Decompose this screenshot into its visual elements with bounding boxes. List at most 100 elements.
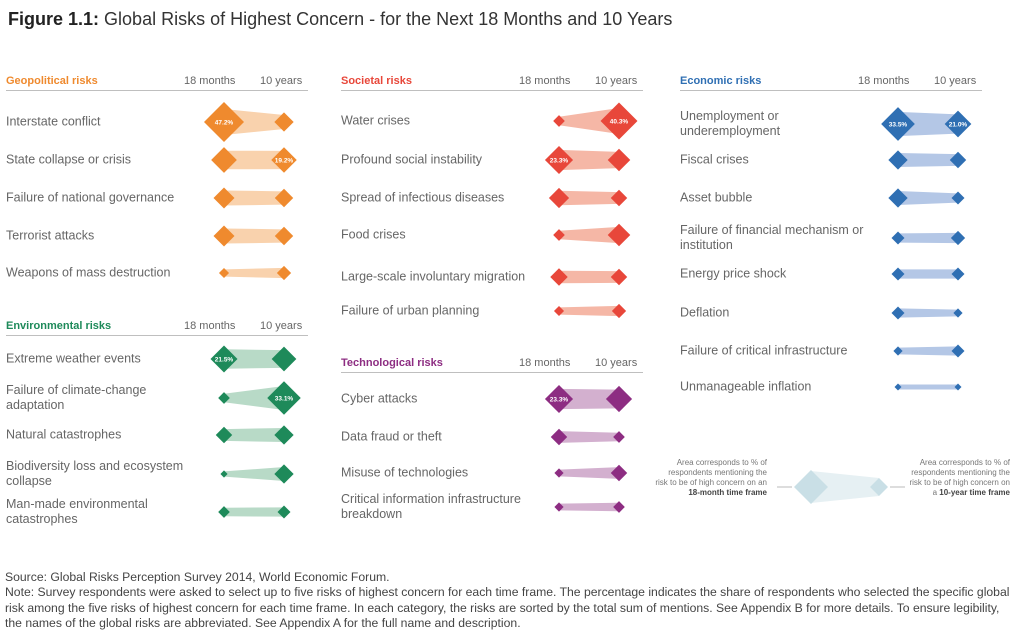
panel-category-title: Geopolitical risks — [6, 75, 98, 87]
diamond-10-years — [954, 383, 962, 391]
legend: Area corresponds to % of respondents men… — [655, 456, 1010, 518]
data-label: 33.1% — [275, 396, 294, 403]
risk-glyph — [553, 223, 631, 247]
data-label: 19.2% — [275, 158, 294, 165]
column-header-18-months: 18 months — [858, 75, 910, 87]
diamond-10-years — [276, 265, 292, 281]
risk-glyph — [891, 306, 963, 320]
risk-band — [224, 228, 284, 244]
diamond-10-years — [274, 464, 294, 484]
risk-band — [559, 226, 619, 244]
risk-band — [898, 153, 958, 167]
risk-glyph — [213, 187, 294, 209]
diamond-18-months — [215, 426, 233, 444]
risk-label-deflation: Deflation — [680, 305, 730, 320]
data-label: 47.2% — [215, 120, 234, 127]
data-label: 23.3% — [550, 397, 569, 404]
figure-title-text: Global Risks of Highest Concern - for th… — [104, 9, 673, 29]
legend-diamond-10y — [870, 478, 888, 496]
diamond-10-years — [277, 505, 291, 519]
column-header-18-months: 18 months — [184, 320, 236, 332]
risk-label-unemployment-or-underemployment: Unemployment or underemployment — [680, 109, 781, 138]
survey-note: Note: Survey respondents were asked to s… — [5, 585, 1010, 631]
legend-left-bold-prefix: on an — [746, 478, 767, 487]
diamond-18-months — [893, 346, 903, 356]
data-label: 40.3% — [610, 119, 629, 126]
diamond-18-months — [218, 267, 230, 279]
risk-label-interstate-conflict: Interstate conflict — [6, 114, 101, 129]
data-label: 23.3% — [550, 158, 569, 165]
risk-glyph: 33.1% — [218, 381, 301, 415]
diamond-10-years — [274, 112, 294, 132]
risk-label-asset-bubble: Asset bubble — [680, 190, 753, 205]
risk-glyph: 23.3% — [544, 384, 633, 414]
legend-diamond-18m — [794, 470, 828, 504]
diamond-10-years — [274, 425, 294, 445]
column-header-18-months: 18 months — [519, 75, 571, 87]
diamond-10-years — [610, 464, 628, 482]
legend-left-bold: 18-month time frame — [688, 488, 767, 497]
diamond-10-years — [611, 303, 627, 319]
risk-label-failure-of-climate-change-adaptation: Failure of climate-change adaptation — [6, 383, 147, 412]
risk-band — [224, 190, 284, 206]
risk-band — [559, 467, 619, 479]
data-label: 21.5% — [215, 357, 234, 364]
risk-label-state-collapse-or-crisis: State collapse or crisis — [6, 152, 132, 167]
legend-left-desc: Area corresponds to % of respondents men… — [655, 458, 767, 487]
risk-band — [559, 149, 619, 171]
risk-band — [559, 270, 619, 284]
risk-band — [559, 108, 619, 134]
diamond-18-months — [891, 231, 905, 245]
risk-label-failure-of-urban-planning: Failure of urban planning — [341, 303, 480, 318]
risk-label-misuse-of-technologies: Misuse of technologies — [341, 465, 469, 480]
panel-header: Societal risks 18 months 10 years — [341, 70, 643, 91]
legend-right-bold: 10-year time frame — [939, 488, 1010, 497]
risk-band — [224, 349, 284, 369]
risk-glyph — [553, 303, 627, 319]
risk-glyph — [218, 505, 291, 519]
diamond-18-months — [218, 392, 230, 404]
risk-label-energy-price-shock: Energy price shock — [680, 266, 787, 281]
risk-glyph — [888, 150, 967, 170]
diamond-18-months — [213, 187, 235, 209]
risk-glyph — [554, 464, 628, 482]
risk-glyph: 33.5% 21.0% — [881, 107, 972, 141]
risk-band — [559, 190, 619, 206]
data-label: 21.0% — [949, 122, 968, 129]
data-label: 33.5% — [889, 122, 908, 129]
risk-glyph — [548, 187, 628, 209]
risk-band — [898, 384, 958, 390]
panel-economic: Economic risks 18 months 10 years Unemploym… — [680, 70, 982, 394]
column-header-10-years: 10 years — [595, 357, 638, 369]
diamond-18-months — [550, 428, 568, 446]
source-note: Source: Global Risks Perception Survey 2… — [5, 570, 390, 584]
risk-glyph — [894, 383, 962, 391]
figure-label: Figure 1.1: — [8, 9, 100, 29]
column-header-18-months: 18 months — [519, 357, 571, 369]
diamond-10-years — [610, 268, 628, 286]
diamond-18-months — [888, 188, 908, 208]
risk-glyph — [550, 428, 625, 446]
diamond-10-years — [953, 308, 963, 318]
risk-glyph — [893, 344, 965, 358]
risk-glyph — [215, 425, 294, 445]
risk-glyph — [554, 501, 625, 513]
diamond-18-months — [220, 470, 228, 478]
risk-label-failure-of-national-governance: Failure of national governance — [6, 190, 175, 205]
risk-label-data-fraud-or-theft: Data fraud or theft — [341, 429, 442, 444]
panel-technological: Technological risks 18 months 10 years Cybe… — [341, 352, 643, 521]
diamond-18-months — [213, 225, 235, 247]
risk-label-extreme-weather-events: Extreme weather events — [6, 351, 141, 366]
panel-category-title: Societal risks — [341, 75, 412, 87]
panel-category-title: Technological risks — [341, 357, 443, 369]
panel-societal: Societal risks 18 months 10 years Water cri… — [341, 70, 643, 319]
risk-label-cyber-attacks: Cyber attacks — [341, 391, 418, 406]
risk-band — [898, 269, 958, 279]
risk-band — [224, 467, 284, 481]
legend-band — [811, 471, 879, 503]
diamond-10-years — [950, 230, 966, 246]
panel-header: Environmental risks 18 months 10 years — [6, 315, 308, 336]
risk-glyph — [218, 265, 292, 281]
risk-glyph — [891, 230, 966, 246]
diamond-10-years — [944, 110, 972, 138]
